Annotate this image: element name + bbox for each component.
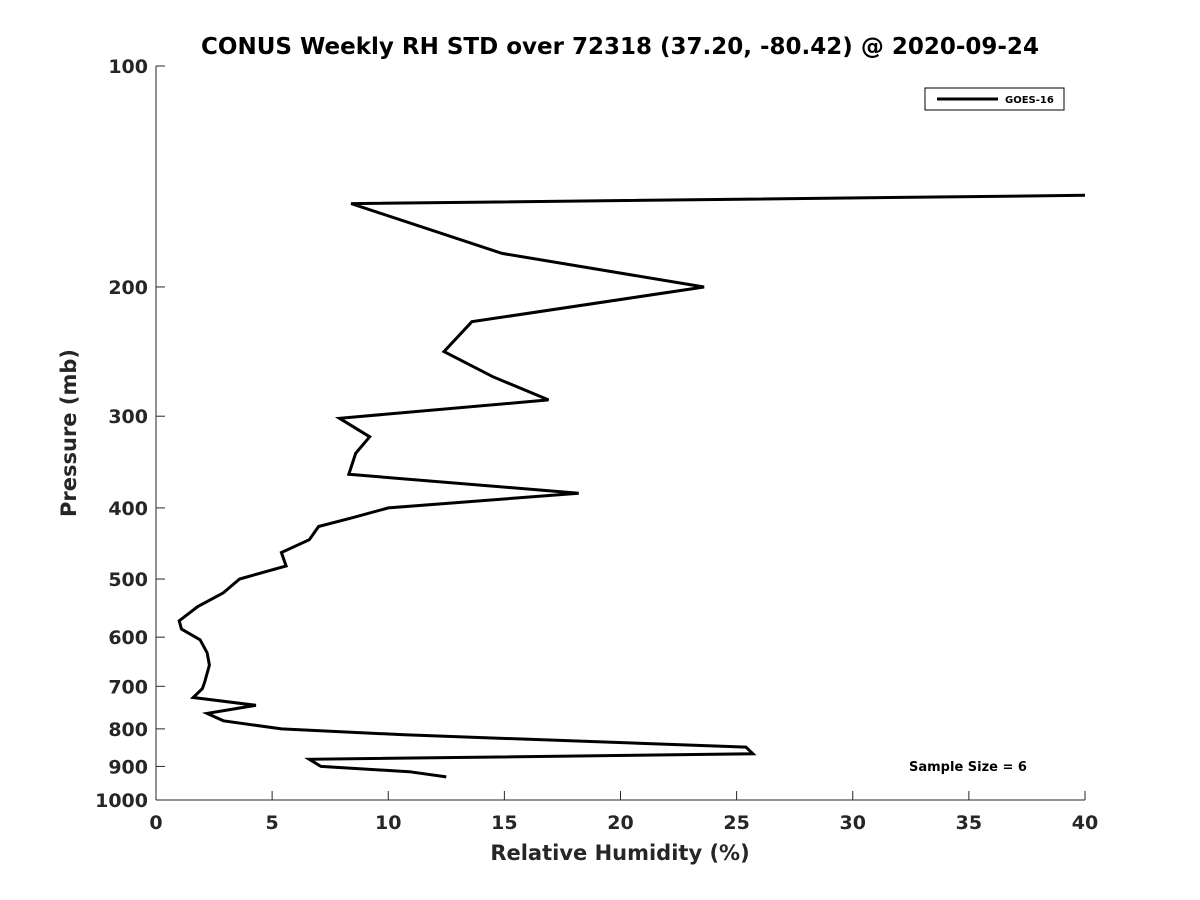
y-tick-label: 400 (108, 498, 148, 520)
y-tick-label: 200 (108, 277, 148, 299)
x-tick-label: 15 (491, 812, 517, 834)
y-tick-label: 300 (108, 406, 148, 428)
y-tick-label: 700 (108, 676, 148, 698)
x-tick-label: 35 (956, 812, 982, 834)
x-tick-label: 40 (1072, 812, 1098, 834)
y-tick-label: 500 (108, 569, 148, 591)
y-axis-ticks: 100 200 300 400 500 600 700 800 900 1000 (95, 56, 165, 812)
x-tick-label: 0 (149, 812, 162, 834)
y-tick-label: 900 (108, 756, 148, 778)
x-tick-label: 30 (840, 812, 866, 834)
y-tick-label: 100 (108, 56, 148, 78)
sample-size-annotation: Sample Size = 6 (909, 760, 1027, 775)
legend: GOES-16 (924, 87, 1065, 111)
y-tick-label: 1000 (95, 790, 148, 812)
y-tick-label: 800 (108, 719, 148, 741)
x-tick-label: 5 (266, 812, 279, 834)
x-tick-label: 20 (607, 812, 633, 834)
y-tick-label: 600 (108, 627, 148, 649)
x-tick-label: 10 (375, 812, 401, 834)
series-line-goes-16 (177, 193, 1086, 779)
y-axis-label: Pressure (mb) (57, 349, 81, 517)
chart-title: CONUS Weekly RH STD over 72318 (37.20, -… (201, 34, 1039, 60)
x-tick-label: 25 (723, 812, 749, 834)
legend-entry-goes-16: GOES-16 (1005, 95, 1054, 106)
x-axis-ticks: 0 5 10 15 20 25 30 35 40 (149, 791, 1098, 834)
x-axis-label: Relative Humidity (%) (490, 841, 749, 865)
